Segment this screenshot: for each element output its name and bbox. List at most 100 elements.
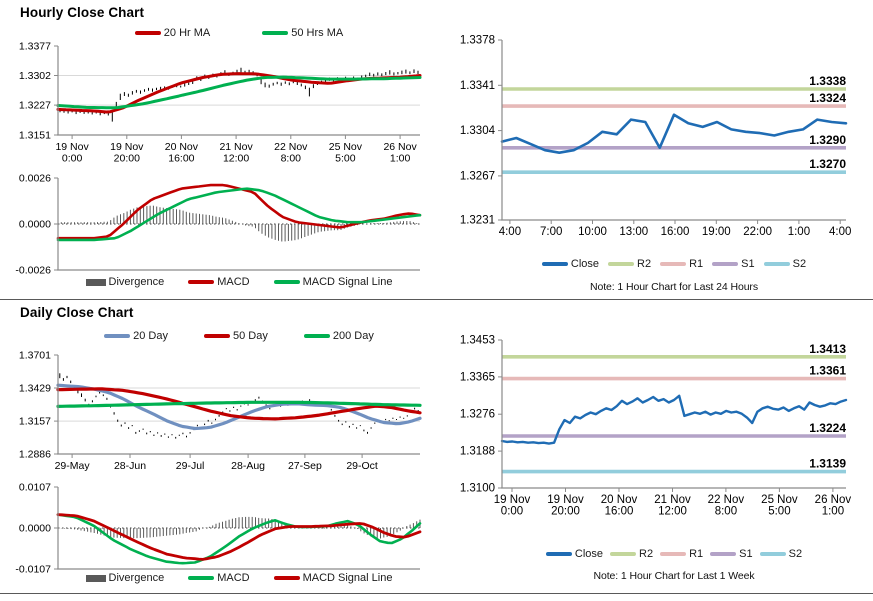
legend-item-s2: S2	[763, 258, 807, 270]
legend-label: 20 Hr MA	[163, 27, 211, 39]
legend-item-50-hrs-ma: 50 Hrs MA	[262, 27, 343, 39]
x-tick-label: 10:00	[578, 226, 607, 238]
legend-label: S1	[739, 548, 753, 560]
macd-swatch-icon	[188, 280, 215, 284]
legend-label: R1	[689, 258, 704, 270]
50-day-swatch-icon	[204, 334, 230, 338]
y-tick-label: 0.0026	[19, 173, 51, 185]
close-swatch-icon	[541, 262, 568, 266]
legend-item-s2: S2	[759, 548, 803, 560]
legend-label: R1	[689, 548, 704, 560]
x-tick-label: 27-Sep	[288, 460, 322, 472]
legend-item-20-day: 20 Day	[104, 330, 168, 342]
macd-line	[56, 183, 422, 240]
macd-signal-line	[56, 513, 422, 561]
x-tick-label: 19 Nov 20:00	[547, 494, 584, 518]
legend-label: 200 Day	[332, 330, 374, 342]
20-day-swatch-icon	[104, 334, 131, 338]
legend-label: Divergence	[108, 572, 165, 584]
legend-item-close: Close	[541, 258, 600, 270]
legend-item-s1: S1	[712, 258, 755, 270]
hourly-macd-chart: 0.0026 0.0000 -0.0026	[15, 173, 422, 277]
level-label-r2: 1.3413	[809, 342, 846, 356]
legend-label: Close	[574, 548, 604, 560]
20-hr-ma-swatch-icon	[134, 31, 161, 35]
legend-item-macd-signal-line: MACD Signal Line	[273, 572, 393, 584]
x-tick-label: 29-May	[55, 460, 91, 472]
legend-item-200-day: 200 Day	[303, 330, 374, 342]
legend-label: MACD Signal Line	[302, 276, 393, 288]
y-tick-label: 1.3378	[460, 35, 495, 47]
legend-item-r2: R2	[608, 258, 651, 270]
close-swatch-icon	[545, 552, 572, 556]
legend-label: 50 Hrs MA	[291, 27, 344, 39]
x-tick-label: 4:00	[829, 226, 851, 238]
daily-section-title: Daily Close Chart	[20, 305, 134, 320]
level-label-s1: 1.3224	[809, 421, 846, 435]
weekly-chart-note: Note: 1 Hour Chart for Last 1 Week	[593, 570, 755, 582]
legend-label: Close	[570, 258, 600, 270]
s2-swatch-icon	[759, 552, 786, 556]
legend-label: S2	[792, 258, 807, 270]
y-tick-label: 1.3304	[460, 125, 496, 137]
hourly-price-chart: 1.3377 1.3302 1.3227 1.3151 19 Nov 0:00 19 Nov…	[19, 41, 422, 165]
legend-label: S2	[788, 548, 803, 560]
divergence-swatch-icon	[85, 574, 106, 582]
legend-item-s1: S1	[710, 548, 753, 560]
x-tick-label: 22 Nov 8:00	[274, 141, 308, 165]
y-tick-label: 1.3276	[460, 409, 495, 421]
x-tick-label: 25 Nov 5:00	[761, 494, 798, 518]
s1-swatch-icon	[710, 552, 737, 556]
x-tick-label: 21 Nov 12:00	[219, 141, 253, 165]
legend-label: MACD	[217, 276, 250, 288]
legend-label: MACD Signal Line	[302, 572, 393, 584]
macd-signal-line-swatch-icon	[273, 576, 300, 580]
x-tick-label: 19 Nov 20:00	[110, 141, 144, 165]
daily-price-chart: 1.3701 1.3429 1.3157 1.2886 29-May 28-Jun 29-J…	[19, 350, 422, 472]
y-tick-label: 1.3302	[19, 70, 51, 82]
x-tick-label: 22:00	[743, 226, 772, 238]
hourly-section-title: Hourly Close Chart	[20, 5, 145, 20]
intraday-pivot-chart: 1.3378 1.3341 1.3304 1.3267 1.3231 4:00 7:00 10…	[460, 35, 852, 239]
bottom-divider	[0, 593, 873, 594]
level-label-s2: 1.3139	[809, 457, 846, 471]
y-tick-label: -0.0107	[15, 564, 51, 576]
macd-signal-line-swatch-icon	[273, 280, 300, 284]
legend-label: R2	[637, 258, 652, 270]
50-hrs-ma-swatch-icon	[262, 31, 289, 35]
weekly-pivot-legend: Close R2 R1 S1 S2	[502, 548, 846, 560]
x-tick-label: 25 Nov 5:00	[329, 141, 363, 165]
y-tick-label: 0.0000	[19, 523, 51, 535]
y-tick-label: 1.3377	[19, 41, 51, 53]
macd-line	[56, 513, 422, 565]
x-tick-label: 20 Nov 16:00	[165, 141, 199, 165]
x-tick-label: 26 Nov 1:00	[383, 141, 417, 165]
close-line	[500, 113, 848, 154]
x-tick-label: 1:00	[788, 226, 810, 238]
r2-swatch-icon	[608, 262, 635, 266]
x-tick-label: 19 Nov 0:00	[494, 494, 531, 518]
legend-item-20-hr-ma: 20 Hr MA	[134, 27, 211, 39]
x-tick-label: 21 Nov 12:00	[654, 494, 691, 518]
y-tick-label: 1.3227	[19, 100, 51, 112]
200-day-swatch-icon	[303, 334, 330, 338]
legend-label: 50 Day	[233, 330, 268, 342]
y-tick-label: 1.3453	[460, 335, 495, 347]
level-label-s1: 1.3290	[809, 133, 846, 147]
y-tick-label: 1.3151	[19, 130, 51, 142]
daily-macd-legend: Divergence MACD MACD Signal Line	[58, 572, 420, 584]
section-divider	[0, 299, 873, 300]
y-tick-label: 1.3188	[460, 446, 495, 458]
ma-50hr-line	[56, 75, 422, 110]
legend-item-r1: R1	[660, 258, 703, 270]
y-tick-label: 1.3341	[460, 80, 495, 92]
daily-price-legend: 20 Day 50 Day 200 Day	[58, 330, 420, 342]
intraday-chart-note: Note: 1 Hour Chart for Last 24 Hours	[590, 281, 758, 293]
legend-label: Divergence	[108, 276, 165, 288]
y-tick-label: 1.2886	[19, 449, 51, 461]
macd-swatch-icon	[188, 576, 215, 580]
y-tick-label: -0.0026	[15, 265, 51, 277]
x-tick-label: 13:00	[619, 226, 648, 238]
x-tick-label: 29-Oct	[346, 460, 378, 472]
